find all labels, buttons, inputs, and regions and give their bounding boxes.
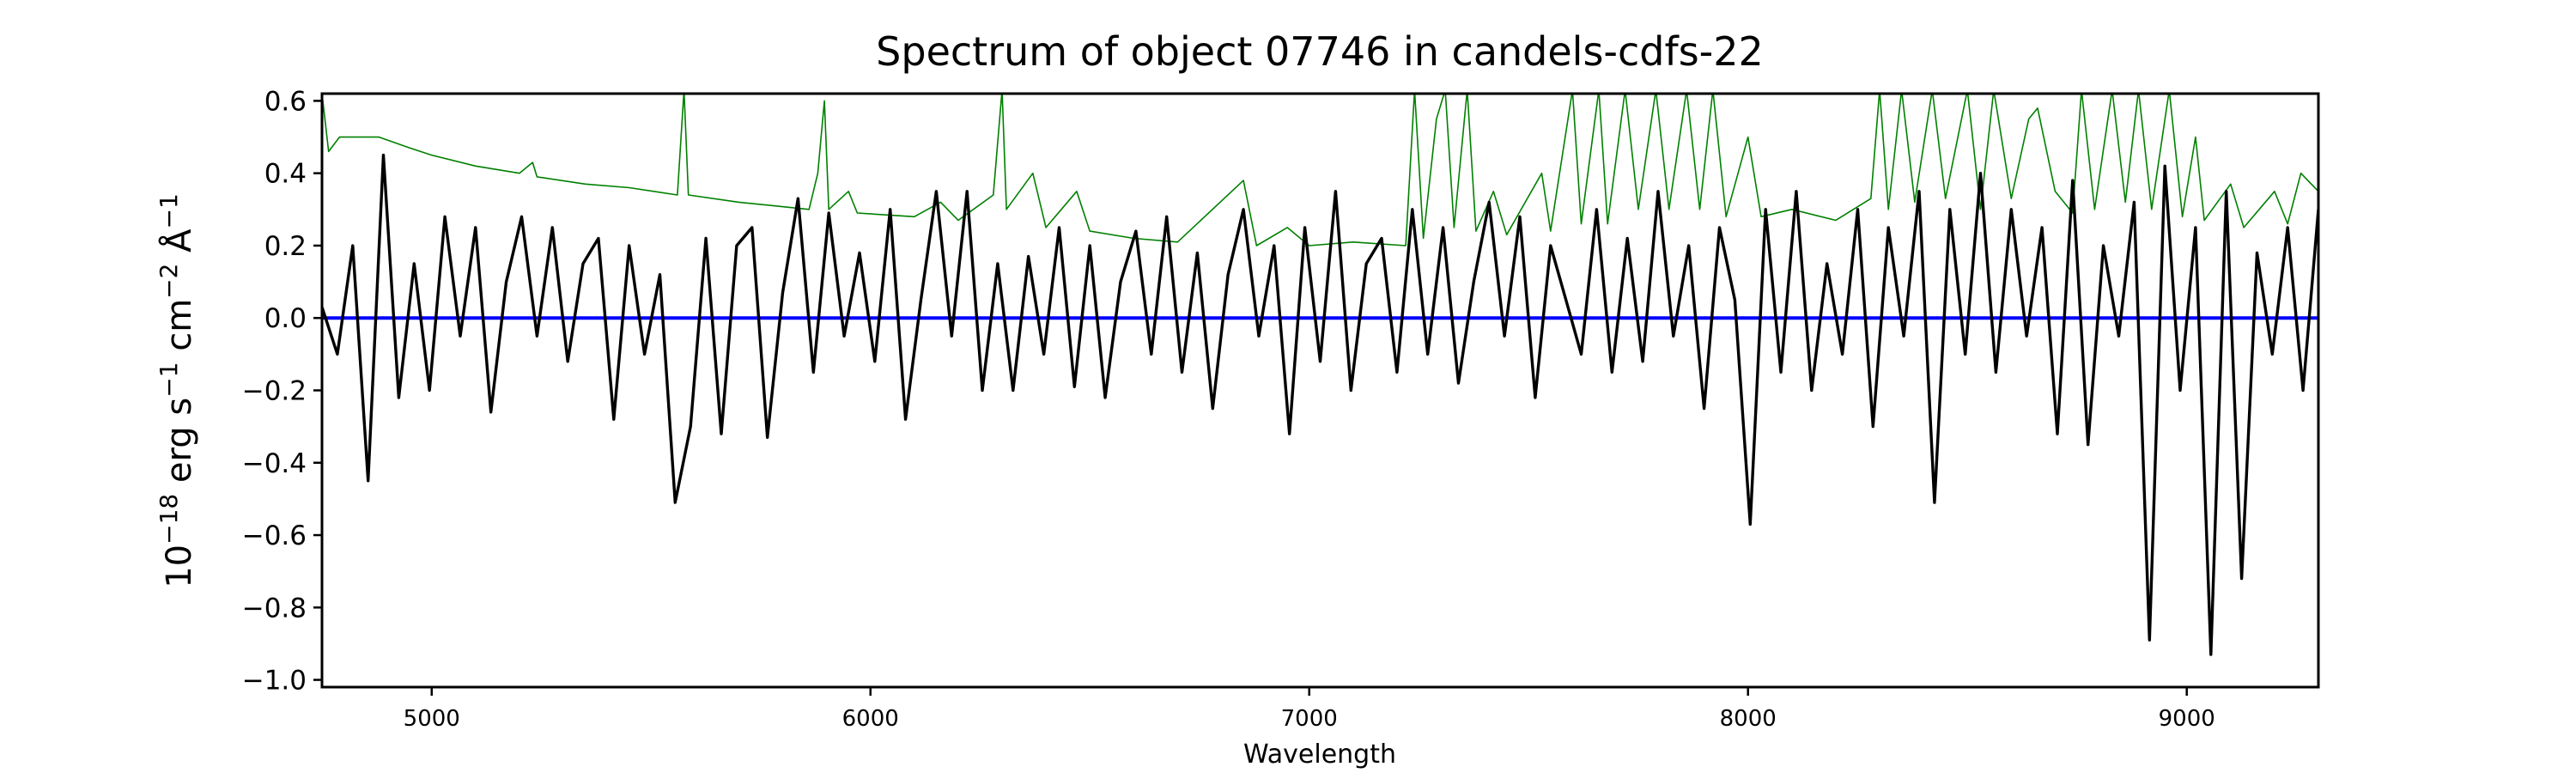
y-label-unit: cm: [160, 299, 199, 362]
y-axis-label: 10−18 erg s−1 cm−2 Å−1: [155, 193, 199, 588]
chart-title: Spectrum of object 07746 in candels-cdfs…: [876, 28, 1764, 75]
y-tick-label: 0.2: [264, 231, 307, 262]
y-label-base: 10: [160, 545, 199, 588]
y-axis: 0.6 0.4 0.2 0.0 −0.2 −0.4 −0.6 −0.8 −1.0: [242, 86, 322, 697]
y-label-exp: −2: [155, 264, 183, 299]
plot-frame: [320, 92, 2320, 689]
y-tick-label: 0.0: [264, 303, 307, 334]
x-tick-label: 9000: [2159, 706, 2215, 732]
y-label-exp: −18: [155, 494, 183, 545]
y-label-exp: −1: [155, 362, 183, 398]
y-tick-label: −0.4: [242, 448, 307, 479]
y-tick-label: 0.6: [264, 86, 307, 117]
y-tick-label: −1.0: [242, 666, 307, 697]
x-tick-label: 5000: [404, 706, 460, 732]
y-tick-label: −0.2: [242, 376, 307, 407]
y-label-unit: erg s: [160, 398, 199, 494]
x-axis-label: Wavelength: [1243, 740, 1396, 770]
series-line-error: [322, 94, 2318, 247]
x-tick-label: 6000: [842, 706, 899, 732]
x-tick-label: 7000: [1281, 706, 1338, 732]
series-line-flux: [322, 153, 2318, 656]
y-tick-label: 0.4: [264, 159, 307, 190]
x-tick-label: 8000: [1720, 706, 1777, 732]
y-tick-label: −0.6: [242, 520, 307, 551]
series-layer: [322, 94, 2318, 656]
x-axis: 5000 6000 7000 8000 9000: [404, 687, 2215, 732]
y-label-unit: Å: [158, 228, 199, 264]
y-label-exp: −1: [155, 193, 183, 228]
y-tick-label: −0.8: [242, 593, 307, 624]
